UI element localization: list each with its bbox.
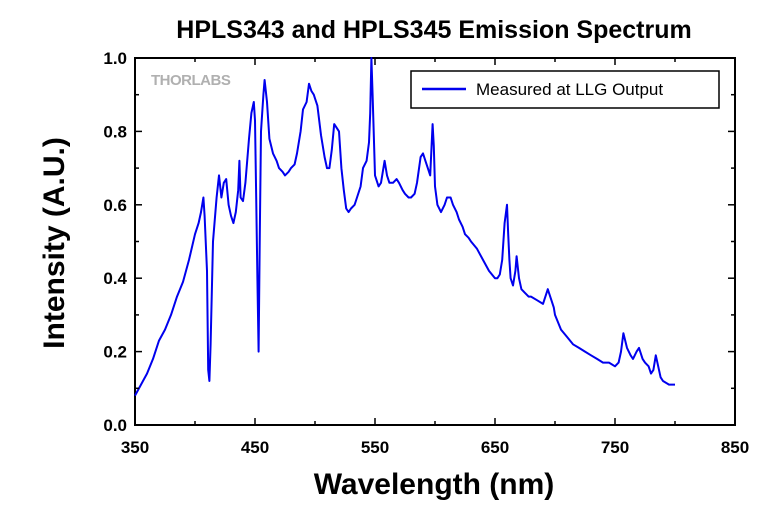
- y-axis: 0.0 0.2 0.4 0.6 0.8 1.0: [103, 49, 735, 435]
- y-tick-label: 0.2: [103, 343, 127, 362]
- x-tick-label: 550: [361, 438, 389, 457]
- y-tick-label: 0.4: [103, 269, 127, 288]
- y-tick-label: 0.0: [103, 416, 127, 435]
- x-tick-label: 750: [601, 438, 629, 457]
- y-tick-label: 1.0: [103, 49, 127, 68]
- series-line-0: [134, 57, 675, 397]
- x-axis-title: Wavelength (nm): [314, 468, 555, 501]
- x-tick-label: 850: [721, 438, 749, 457]
- legend: Measured at LLG Output: [410, 70, 720, 109]
- y-tick-label: 0.6: [103, 196, 127, 215]
- thorlabs-logo-text: THORLABS: [151, 72, 231, 89]
- x-axis: 350 450 550 650 750 850: [121, 58, 749, 457]
- x-tick-label: 650: [481, 438, 509, 457]
- thorlabs-logo: THORLABS: [151, 72, 231, 89]
- x-tick-label: 350: [121, 438, 149, 457]
- y-tick-label: 0.8: [103, 122, 127, 141]
- plot-area: [134, 57, 736, 426]
- x-tick-label: 450: [241, 438, 269, 457]
- y-axis-title: Intensity (A.U.): [38, 137, 71, 349]
- legend-label-0: Measured at LLG Output: [476, 80, 663, 99]
- chart-title: HPLS343 and HPLS345 Emission Spectrum: [176, 16, 691, 44]
- plot-frame: [134, 57, 736, 426]
